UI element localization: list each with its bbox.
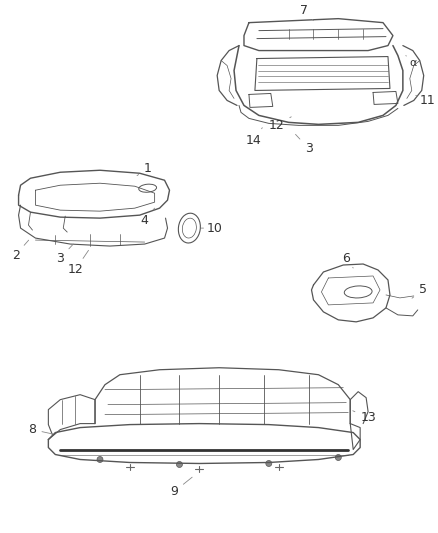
Text: 10: 10 [201, 222, 222, 235]
Text: 6: 6 [343, 252, 353, 268]
Text: 3: 3 [57, 244, 73, 264]
Text: 12: 12 [269, 117, 291, 132]
Text: 5: 5 [412, 284, 427, 298]
Circle shape [336, 455, 341, 461]
Text: 14: 14 [246, 128, 262, 147]
Text: 3: 3 [296, 134, 312, 155]
Text: 12: 12 [67, 251, 88, 277]
Text: 4: 4 [141, 208, 155, 227]
Text: 8: 8 [28, 423, 53, 436]
Text: 11: 11 [416, 94, 435, 107]
Text: 13: 13 [353, 411, 376, 424]
Circle shape [177, 462, 182, 467]
Text: 1: 1 [137, 161, 152, 176]
Circle shape [266, 461, 272, 466]
Text: 2: 2 [12, 240, 28, 262]
Text: α: α [406, 55, 417, 68]
Text: 9: 9 [170, 477, 192, 498]
Circle shape [97, 456, 103, 463]
Text: 7: 7 [300, 4, 314, 21]
